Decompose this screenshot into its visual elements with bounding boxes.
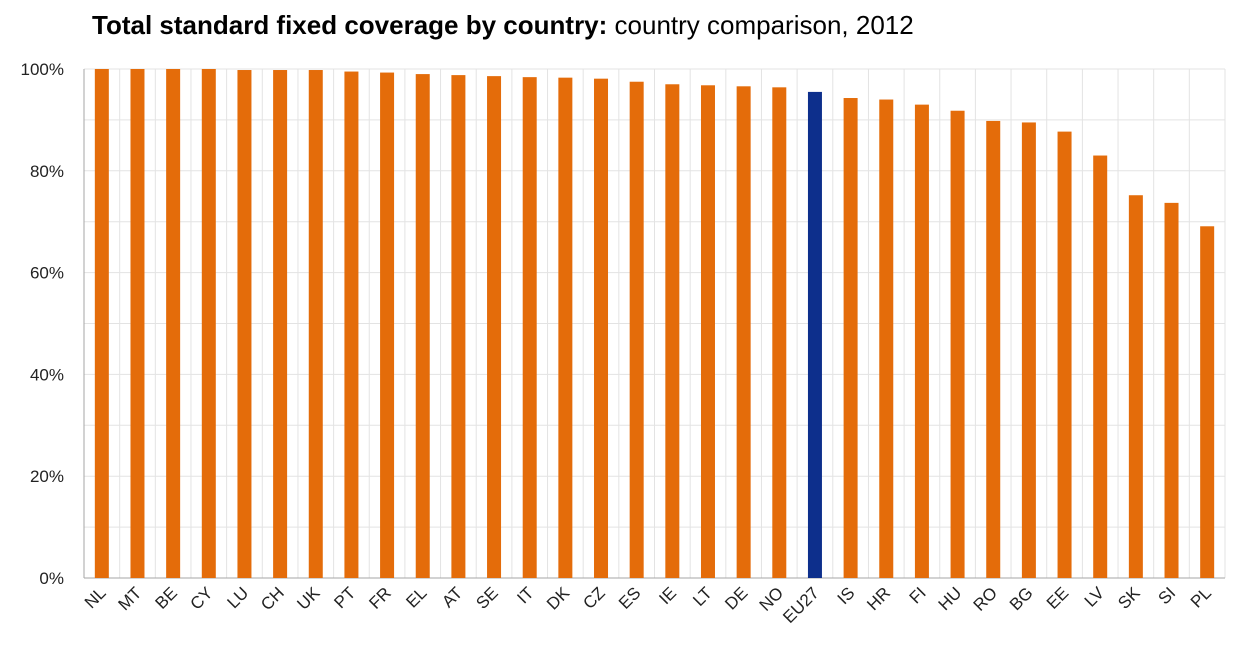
y-tick-label: 0% — [39, 569, 64, 588]
bar-uk — [308, 70, 323, 578]
x-tick-label-ch: CH — [257, 583, 288, 614]
bar-it — [522, 77, 537, 579]
x-tick-label-fi: FI — [906, 583, 930, 607]
x-tick-label-cz: CZ — [579, 583, 608, 612]
x-tick-label-bg: BG — [1006, 583, 1037, 614]
x-tick-label-hu: HU — [935, 583, 966, 614]
x-tick-label-ro: RO — [970, 583, 1001, 614]
y-tick-label: 100% — [21, 60, 64, 79]
bar-fr — [380, 72, 395, 579]
bar-ie — [665, 84, 680, 579]
y-tick-label: 20% — [30, 467, 64, 486]
bar-at — [451, 75, 466, 578]
x-tick-label-de: DE — [721, 583, 751, 613]
x-tick-label-dk: DK — [543, 583, 574, 614]
bar-se — [487, 76, 502, 578]
bar-cy — [201, 69, 216, 578]
x-tick-label-si: SI — [1155, 583, 1180, 608]
bar-ro — [986, 120, 1001, 578]
bar-dk — [558, 77, 573, 578]
x-tick-label-el: EL — [402, 583, 430, 611]
x-tick-label-hr: HR — [863, 583, 894, 614]
bar-es — [629, 81, 644, 578]
y-tick-label: 80% — [30, 162, 64, 181]
bar-ee — [1057, 131, 1072, 578]
x-tick-label-pt: PT — [330, 583, 359, 612]
bar-lt — [700, 85, 715, 579]
bar-mt — [130, 69, 145, 578]
bar-de — [736, 86, 751, 578]
bar-hu — [950, 110, 965, 578]
bar-eu27 — [807, 91, 822, 578]
bar-pt — [344, 71, 359, 579]
chart-title: Total standard fixed coverage by country… — [92, 10, 914, 41]
y-tick-label: 40% — [30, 365, 64, 384]
x-tick-label-mt: MT — [115, 583, 146, 614]
x-tick-label-sk: SK — [1114, 583, 1144, 613]
bar-hr — [879, 99, 894, 578]
chart-title-rest: country comparison, 2012 — [607, 10, 914, 40]
bar-be — [166, 69, 181, 578]
bar-si — [1164, 202, 1179, 578]
bar-fi — [914, 104, 929, 578]
bar-no — [772, 87, 787, 578]
x-tick-label-be: BE — [151, 583, 180, 612]
bar-pl — [1200, 226, 1215, 578]
x-tick-label-se: SE — [472, 583, 501, 612]
x-tick-label-lt: LT — [689, 583, 716, 610]
y-tick-label: 60% — [30, 264, 64, 283]
x-tick-label-ie: IE — [655, 583, 680, 608]
x-tick-label-es: ES — [615, 583, 644, 612]
x-tick-label-cy: CY — [186, 583, 216, 613]
x-tick-label-nl: NL — [81, 583, 110, 612]
chart-title-bold: Total standard fixed coverage by country… — [92, 10, 608, 40]
bar-el — [415, 74, 430, 578]
x-tick-label-pl: PL — [1187, 583, 1215, 611]
x-tick-label-lv: LV — [1081, 583, 1109, 611]
x-tick-label-it: IT — [513, 583, 537, 607]
bar-is — [843, 98, 858, 578]
x-tick-label-at: AT — [438, 583, 466, 611]
bar-cz — [594, 78, 609, 579]
bar-nl — [94, 69, 109, 578]
x-tick-label-uk: UK — [293, 583, 324, 614]
bar-lu — [237, 70, 252, 578]
x-tick-label-eu27: EU27 — [779, 583, 823, 627]
x-tick-label-fr: FR — [365, 583, 394, 612]
bar-bg — [1021, 122, 1036, 578]
x-tick-label-is: IS — [834, 583, 859, 608]
x-tick-label-ee: EE — [1043, 583, 1072, 612]
bar-lv — [1093, 155, 1108, 578]
x-tick-label-lu: LU — [223, 583, 252, 612]
bar-ch — [273, 70, 288, 578]
bar-sk — [1128, 195, 1143, 578]
